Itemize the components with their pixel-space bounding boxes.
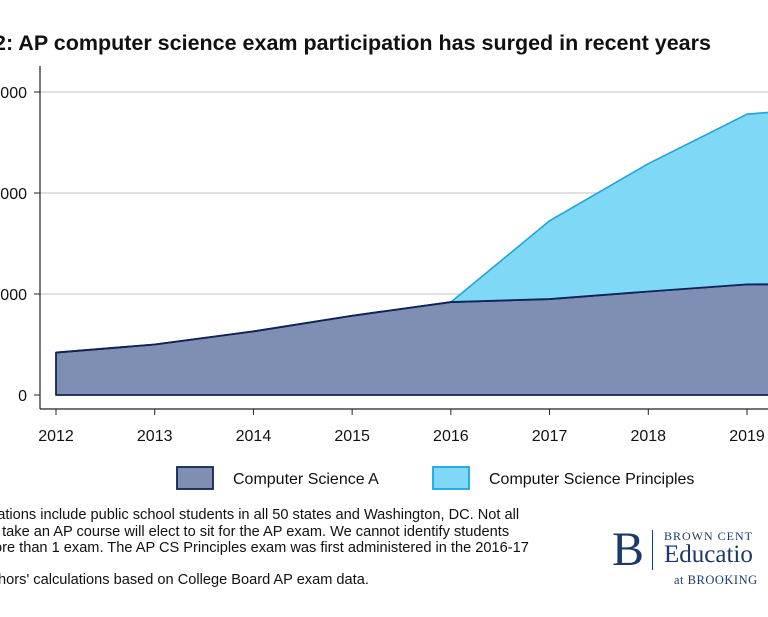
footnote: lations include public school students i…	[0, 507, 529, 557]
x-tick-label: 2012	[38, 428, 74, 445]
y-tick-label: 0	[18, 388, 27, 405]
series-areas	[55, 111, 768, 396]
legend: Computer Science A Computer Science Princ…	[176, 466, 694, 490]
x-tick-label: 2013	[137, 428, 173, 445]
brand-line-3: at BROOKING	[674, 573, 758, 587]
brand-line-2: Educatio	[664, 541, 753, 568]
legend-swatch	[176, 466, 214, 490]
area-computer-science-a	[55, 283, 768, 396]
brand-line-1: BROWN CENT	[664, 529, 753, 543]
legend-swatch	[432, 466, 470, 490]
brand-letter: B	[612, 523, 645, 576]
x-tick-label: 2014	[236, 428, 272, 445]
line-computer-science-a	[55, 283, 768, 354]
area-computer-science-principles	[450, 112, 768, 303]
x-tick-label: 2015	[334, 428, 370, 445]
line-computer-science-principles	[450, 111, 768, 303]
source-note: thors' calculations based on College Boa…	[0, 572, 369, 588]
x-tick-label: 2017	[532, 428, 568, 445]
chart-title: 2: AP computer science exam participatio…	[0, 31, 711, 55]
y-tick-label: 000	[0, 287, 27, 304]
legend-label: Computer Science A	[233, 471, 379, 488]
x-tick-label: 2016	[433, 428, 469, 445]
brand-logo: B BROWN CENT Educatio at BROOKING	[612, 524, 768, 594]
footnote-line: t take an AP course will elect to sit fo…	[0, 523, 510, 540]
footnote-line: ore than 1 exam. The AP CS Principles ex…	[0, 540, 529, 556]
y-tick-label: 000	[0, 85, 27, 102]
x-tick-label: 2018	[630, 428, 666, 445]
y-tick-label: 000	[0, 186, 27, 203]
brand-divider	[652, 530, 653, 570]
x-tick-label: 2019	[729, 428, 765, 445]
legend-label: Computer Science Principles	[489, 471, 694, 488]
footnote-line: lations include public school students i…	[0, 507, 520, 523]
